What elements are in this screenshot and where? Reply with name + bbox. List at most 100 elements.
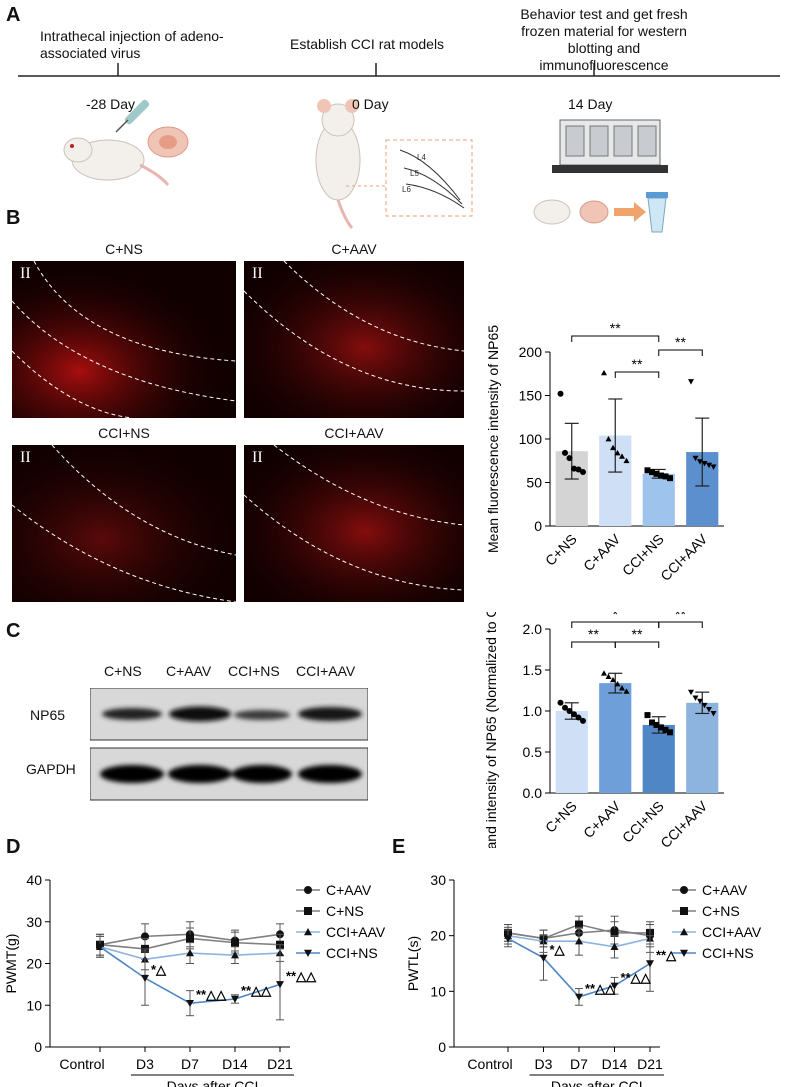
data-point [706, 706, 712, 713]
micrograph-title-c-aav: C+AAV [331, 241, 377, 257]
legend-marker [304, 886, 312, 894]
data-point [186, 934, 194, 943]
chart-c-band-intensity: 0.0 0.5 1.0 1.5 2.0 Band intensity of NP65 (N… [483, 612, 724, 848]
y-tick-label: 20 [26, 956, 42, 972]
y-tick-label: 0.5 [523, 744, 543, 760]
data-point [646, 960, 654, 968]
data-point [658, 472, 664, 479]
timeline-event-3-text: Behavior test and get fresh frozen mater… [520, 6, 688, 73]
legend-label: C+AAV [702, 882, 748, 898]
data-point [557, 390, 564, 397]
y-tick-label: 30 [430, 872, 446, 888]
significance-bracket [571, 621, 660, 628]
x-tick-label: D3 [535, 1056, 553, 1072]
legend-label: C+NS [702, 903, 740, 919]
data-point [688, 379, 694, 385]
band-np65-3 [234, 710, 290, 720]
y-tick-label: 200 [519, 344, 543, 360]
significance-label: ** [675, 612, 686, 622]
lab-equipment-illustration [533, 119, 668, 233]
timeline-day-2: 0 Day [352, 96, 389, 112]
data-point [614, 449, 621, 456]
band-gapdh-1 [100, 765, 164, 783]
data-point [96, 943, 104, 951]
x-tick-label: C+NS [542, 531, 580, 569]
x-tick-label: D3 [136, 1056, 154, 1072]
legend-marker [680, 886, 688, 894]
y-tick-label: 2.0 [523, 621, 543, 637]
data-point [186, 949, 194, 957]
timeline-day-1: -28 Day [86, 96, 136, 112]
data-point [276, 981, 284, 989]
y-tick-label: 0 [34, 1039, 42, 1055]
significance-bracket [658, 621, 703, 628]
y-tick-label: 20 [430, 928, 446, 944]
data-point [701, 460, 708, 467]
x-tick-label: C+NS [542, 798, 580, 836]
x-tick-label: D7 [570, 1056, 588, 1072]
bar [642, 473, 675, 526]
data-point [605, 436, 612, 442]
blot-row-np65: NP65 [30, 707, 66, 723]
x-tick-label: D7 [181, 1056, 199, 1072]
significance-bracket [614, 371, 660, 378]
data-point [566, 455, 573, 462]
band-gapdh-2 [168, 765, 232, 783]
significance-annotation: **△△ [286, 968, 317, 983]
legend-marker [680, 907, 688, 915]
significance-label: ** [675, 334, 686, 350]
rat-injection-illustration [63, 99, 189, 186]
band-gapdh-4 [298, 765, 362, 783]
data-point [649, 719, 655, 726]
y-axis-title: Mean fluorescence intensity of NP65 [485, 325, 501, 553]
data-point [231, 995, 239, 1003]
data-point [575, 993, 583, 1001]
data-point [619, 453, 625, 459]
data-point [571, 711, 577, 718]
y-axis-title: PWMT(g) [3, 934, 19, 994]
data-point [692, 695, 699, 701]
x-tick-label: D14 [602, 1056, 628, 1072]
y-tick-label: 0 [438, 1039, 446, 1055]
legend-marker [680, 928, 688, 936]
y-axis-title: Band intensity of NP65 (Normalized to GA… [483, 612, 499, 848]
x-tick-label: Control [59, 1056, 104, 1072]
panel-label-e: E [392, 836, 406, 858]
x-tick-label: D21 [267, 1056, 293, 1072]
micrograph-cci-aav: II [244, 445, 464, 602]
chart-d-pwmt: 0 10 20 30 40 PWMT(g) Control D3 D7 D14 D21 Days af… [3, 872, 386, 1087]
y-tick-label: 0.0 [523, 785, 543, 801]
data-point [580, 469, 586, 476]
significance-annotation: **△△ [196, 987, 227, 1002]
band-np65-4 [298, 707, 362, 721]
significance-label: * [613, 612, 619, 622]
micrograph-c-aav-image [244, 261, 464, 418]
lamina-label: II [252, 265, 263, 282]
data-point [706, 462, 712, 469]
significance-annotation: **△△ [621, 970, 652, 985]
lamina-label: II [20, 265, 31, 282]
legend-label: CCI+AAV [326, 924, 386, 940]
data-point [231, 938, 239, 947]
data-point [623, 457, 630, 464]
legend-label: CCI+NS [326, 945, 378, 961]
micrograph-c-aav: II [244, 261, 464, 418]
blot-lane-4: CCI+AAV [296, 663, 356, 679]
data-point [562, 449, 568, 456]
y-tick-label: 40 [26, 872, 42, 888]
data-point [605, 673, 612, 679]
x-tick-label: D14 [222, 1056, 248, 1072]
data-point [571, 465, 577, 472]
y-tick-label: 1.5 [523, 662, 543, 678]
band-np65-2 [169, 706, 231, 722]
data-point [601, 670, 607, 676]
data-point [697, 698, 703, 705]
significance-annotation: **△△ [585, 981, 616, 996]
data-point [610, 444, 616, 451]
significance-label: ** [610, 320, 621, 336]
data-point [580, 717, 586, 724]
data-point [644, 712, 651, 719]
data-point [667, 729, 673, 736]
micrograph-title-cci-aav: CCI+AAV [324, 425, 384, 441]
band-gapdh-3 [232, 765, 292, 783]
